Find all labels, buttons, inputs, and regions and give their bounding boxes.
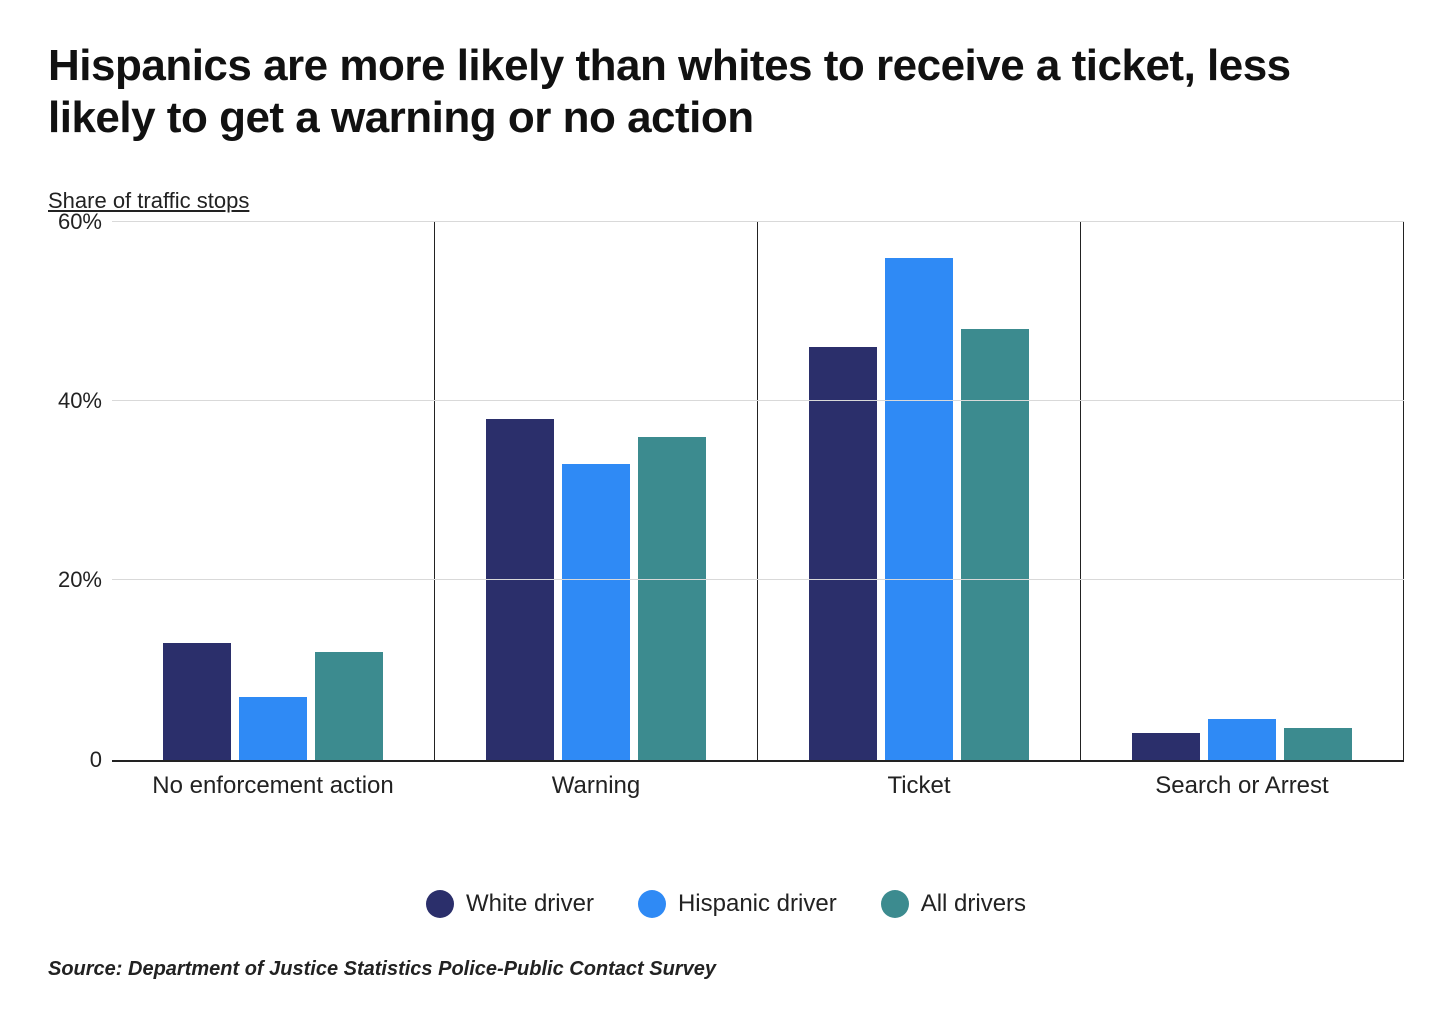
bars (1132, 222, 1352, 760)
chart-subtitle: Share of traffic stops (48, 188, 1404, 214)
bar (562, 464, 630, 760)
bars (163, 222, 383, 760)
bar (885, 258, 953, 760)
bar (315, 652, 383, 760)
bar (961, 329, 1029, 759)
x-axis-label: No enforcement action (112, 772, 434, 800)
legend-label: White driver (466, 890, 594, 918)
chart-title: Hispanics are more likely than whites to… (48, 40, 1404, 144)
bar (1132, 733, 1200, 760)
bar (809, 347, 877, 759)
bar (1284, 728, 1352, 759)
y-axis-label: 20% (48, 567, 102, 593)
x-axis-label: Ticket (758, 772, 1080, 800)
source-text: Source: Department of Justice Statistics… (48, 958, 1404, 981)
legend-label: All drivers (921, 890, 1026, 918)
bar (1208, 719, 1276, 759)
chart-container: Hispanics are more likely than whites to… (0, 0, 1452, 1036)
plot: No enforcement actionWarningTicketSearch… (48, 222, 1404, 802)
gridline (112, 221, 1404, 222)
bar (239, 697, 307, 760)
x-axis-label: Search or Arrest (1081, 772, 1403, 800)
legend-item: White driver (426, 890, 594, 918)
legend-item: Hispanic driver (638, 890, 837, 918)
gridline (112, 400, 1404, 401)
bars (486, 222, 706, 760)
bar (638, 437, 706, 760)
bar-groups: No enforcement actionWarningTicketSearch… (112, 222, 1404, 760)
bar-group: Warning (435, 222, 758, 760)
legend-swatch (881, 890, 909, 918)
gridline (112, 579, 1404, 580)
y-axis-label: 0 (48, 747, 102, 773)
bar-group: No enforcement action (112, 222, 435, 760)
bar-group: Search or Arrest (1081, 222, 1404, 760)
legend: White driver Hispanic driver All drivers (48, 890, 1404, 918)
plot-area: No enforcement actionWarningTicketSearch… (112, 222, 1404, 762)
y-axis-label: 60% (48, 209, 102, 235)
legend-swatch (426, 890, 454, 918)
bar (163, 643, 231, 760)
legend-label: Hispanic driver (678, 890, 837, 918)
bars (809, 222, 1029, 760)
legend-item: All drivers (881, 890, 1026, 918)
y-axis-label: 40% (48, 388, 102, 414)
bar-group: Ticket (758, 222, 1081, 760)
x-axis-label: Warning (435, 772, 757, 800)
legend-swatch (638, 890, 666, 918)
bar (486, 419, 554, 760)
